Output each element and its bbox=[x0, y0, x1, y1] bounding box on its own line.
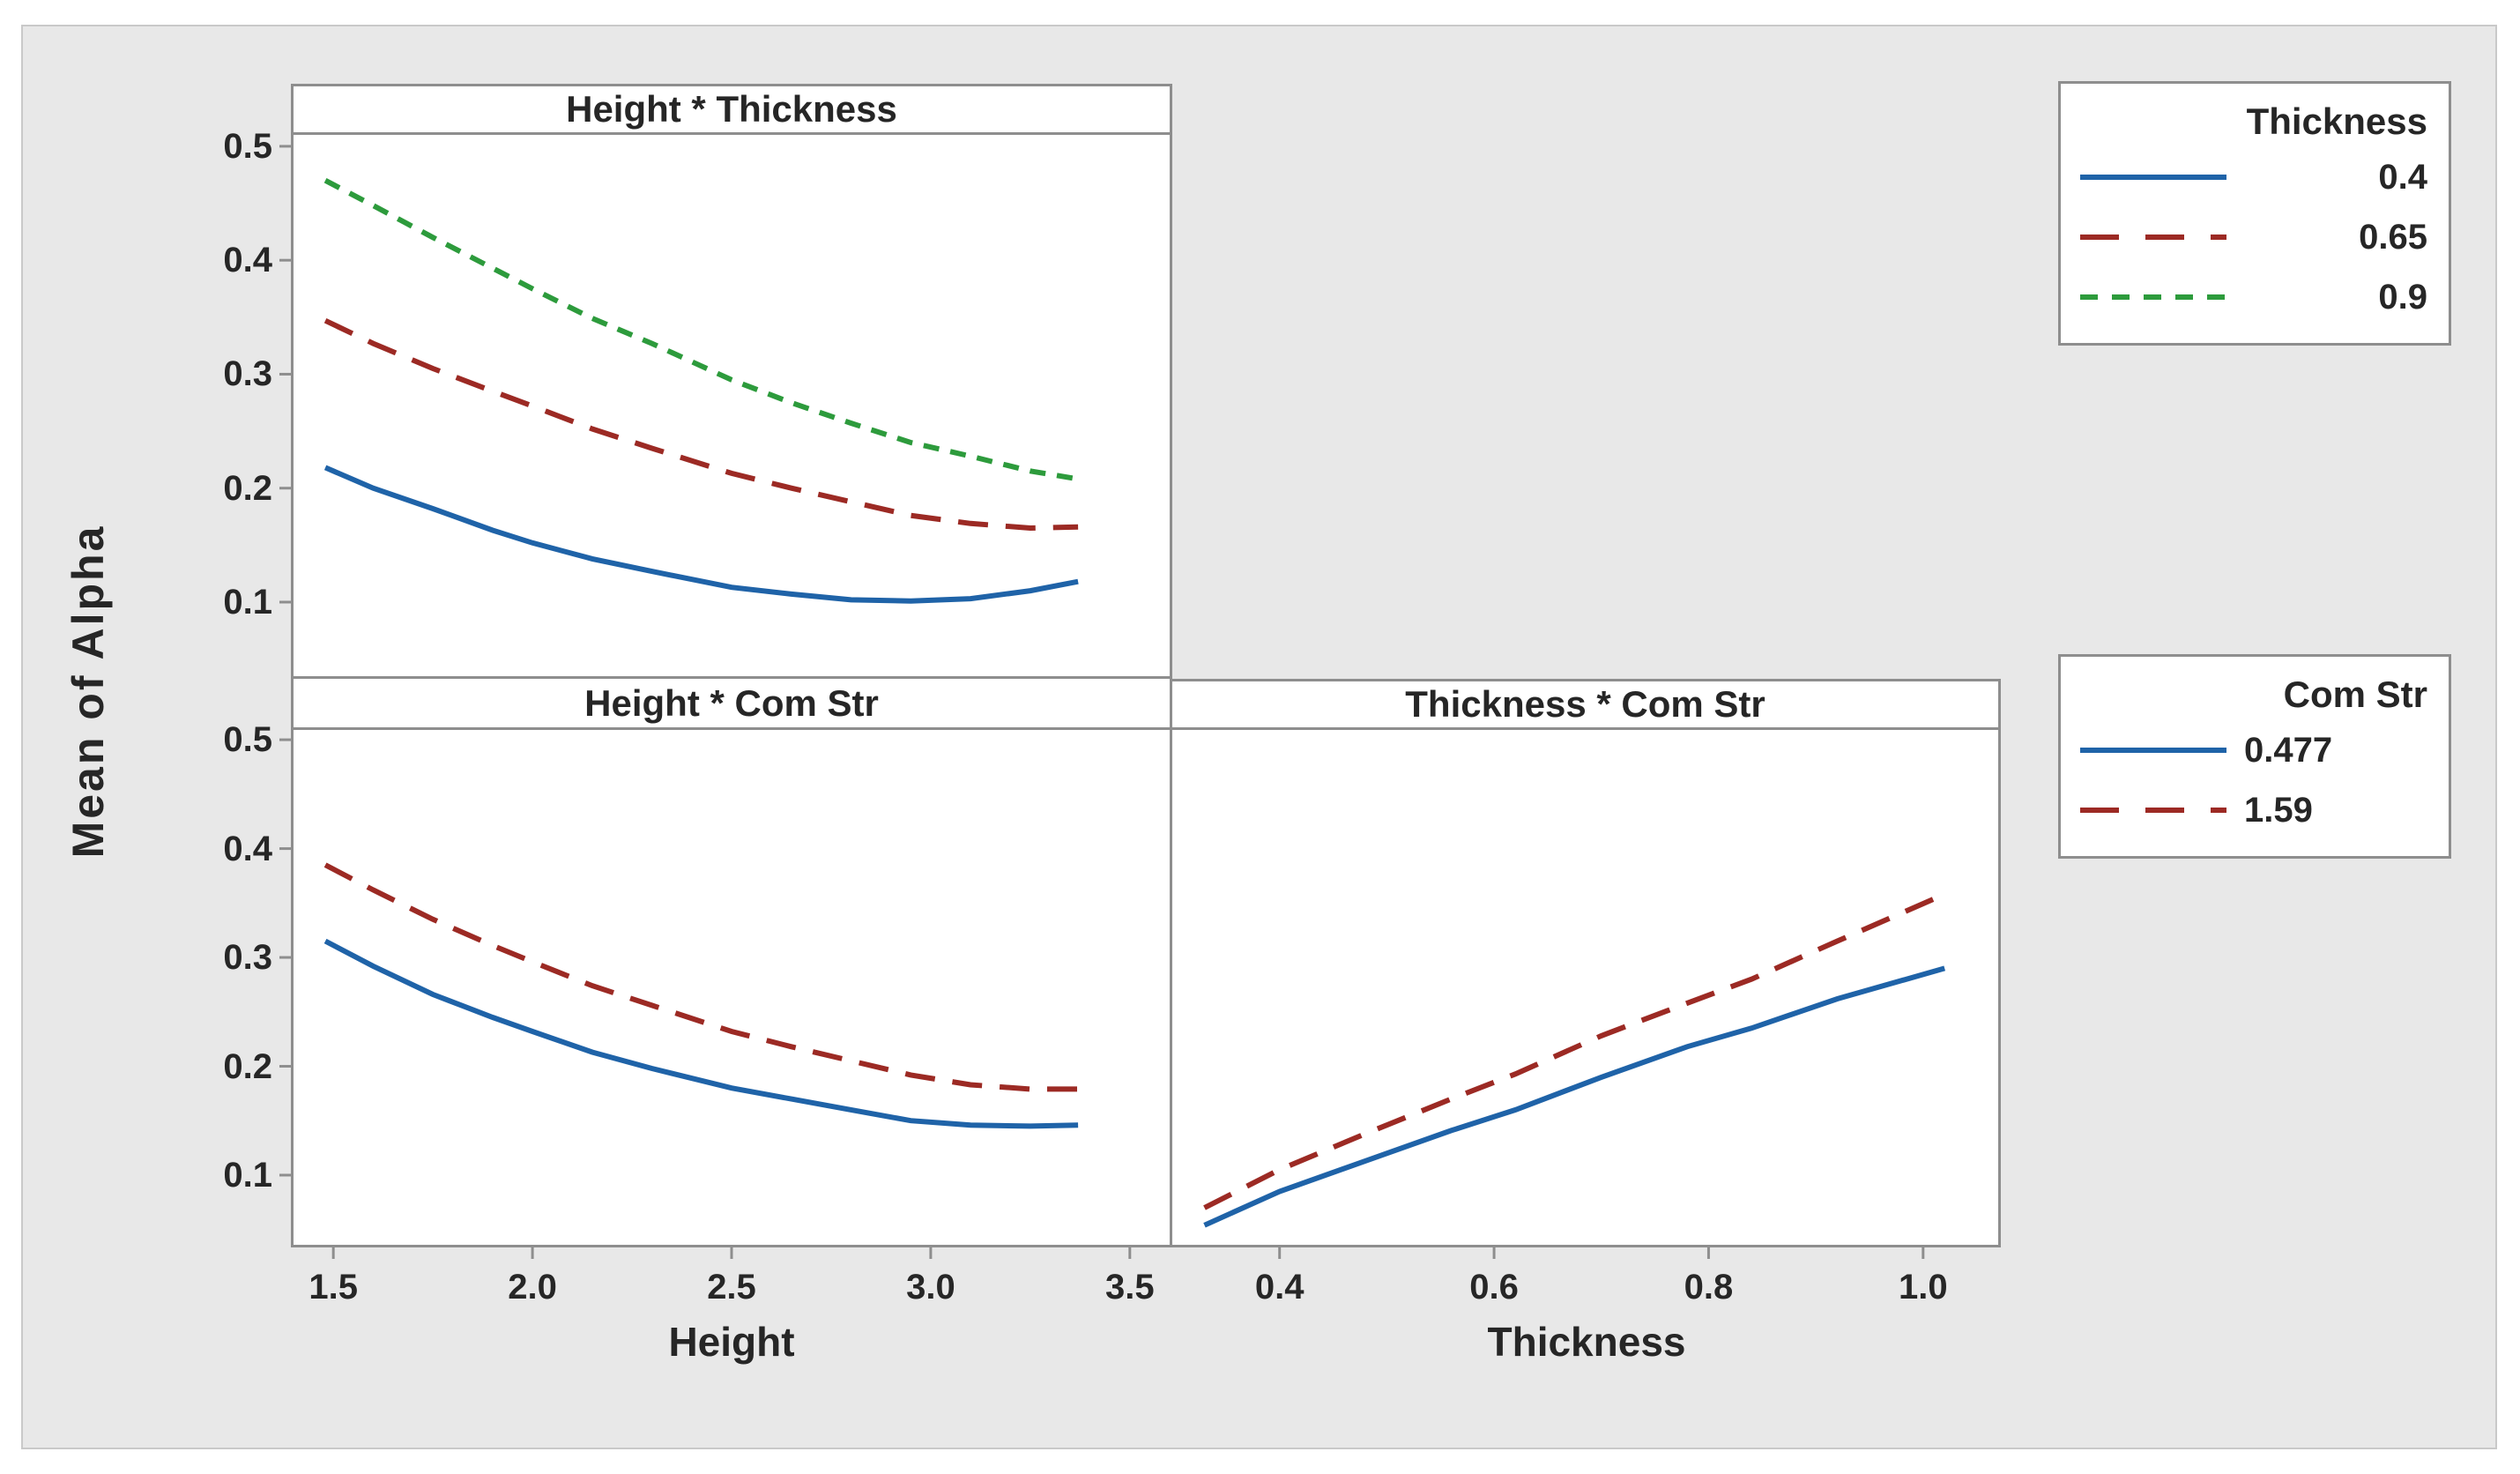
x-tick-label: 0.8 bbox=[1684, 1268, 1734, 1306]
y-axis-title: Mean of Alpha bbox=[63, 524, 113, 859]
plot-area: 1.5 2.0 2.5 3.0 3.5 0.1 0.2 0.3 0.4 0.5 bbox=[223, 722, 1172, 1305]
plot-area: 0.1 0.2 0.3 0.4 0.5 bbox=[223, 129, 1172, 679]
x-tick-label: 2.0 bbox=[508, 1268, 557, 1306]
line-swatch-solid-blue bbox=[2080, 748, 2226, 753]
legend-entry: 1.59 bbox=[2078, 780, 2427, 840]
legend-entry: 0.65 bbox=[2078, 207, 2427, 267]
plot-canvas bbox=[1203, 891, 1946, 1259]
panel-title: Height * Com Str bbox=[584, 681, 879, 724]
x-tick-label: 2.5 bbox=[707, 1268, 756, 1306]
series-line-0.9 bbox=[323, 178, 1079, 482]
y-tick-label: 0.2 bbox=[223, 468, 272, 508]
y-tick-label: 0.4 bbox=[223, 241, 272, 280]
legend-entry: 0.9 bbox=[2078, 267, 2427, 327]
legend-entry: 0.4 bbox=[2078, 147, 2427, 207]
legend-title: Com Str bbox=[2283, 674, 2427, 715]
legend-entry-label: 0.477 bbox=[2244, 730, 2333, 770]
legend-entry-label: 0.4 bbox=[2378, 157, 2427, 197]
series-line-1.59 bbox=[1203, 891, 1946, 1210]
panel-header: Height * Thickness bbox=[291, 84, 1172, 135]
legend-entry-label: 1.59 bbox=[2244, 790, 2313, 830]
plot-canvas bbox=[279, 145, 1079, 604]
line-swatch-solid-blue bbox=[2080, 175, 2226, 180]
y-tick-label: 0.1 bbox=[223, 1155, 272, 1195]
x-axis-title-height: Height bbox=[668, 1319, 795, 1365]
plot-area: 0.4 0.6 0.8 1.0 bbox=[1172, 730, 2001, 1305]
line-swatch-dotted-green bbox=[2080, 294, 2226, 300]
x-tick-label: 0.6 bbox=[1469, 1268, 1519, 1306]
panel-title: Thickness * Com Str bbox=[1405, 683, 1765, 725]
y-tick-label: 0.5 bbox=[223, 126, 272, 166]
legend-thickness: Thickness 0.4 0.65 0.9 bbox=[2058, 81, 2451, 346]
x-tick-label: 3.0 bbox=[906, 1268, 955, 1306]
line-swatch-dashed-red bbox=[2080, 808, 2226, 813]
y-tick-label: 0.1 bbox=[223, 582, 272, 622]
x-tick-label: 3.5 bbox=[1105, 1268, 1155, 1306]
legend-entry: 0.477 bbox=[2078, 720, 2427, 780]
panel-thickness-comstr: Thickness * Com Str 0.4 0.6 0.8 1.0 bbox=[1172, 679, 2001, 1305]
legend-entry-label: 0.65 bbox=[2359, 217, 2427, 257]
series-line-1.59 bbox=[323, 862, 1079, 1092]
y-tick-label: 0.3 bbox=[223, 354, 272, 394]
x-tick-label: 0.4 bbox=[1254, 1268, 1305, 1306]
panel-header: Height * Com Str bbox=[291, 679, 1172, 730]
series-line-0.65 bbox=[323, 317, 1079, 532]
legend-title: Thickness bbox=[2246, 100, 2427, 142]
line-swatch-dashed-red bbox=[2080, 234, 2226, 240]
panel-header: Thickness * Com Str bbox=[1172, 679, 2001, 730]
y-tick-label: 0.3 bbox=[223, 938, 272, 978]
series-line-0.4 bbox=[323, 465, 1079, 604]
panel-height-thickness: Height * Thickness 0.1 0.2 0.3 0.4 0.5 bbox=[223, 84, 1172, 679]
y-tick-label: 0.5 bbox=[223, 720, 272, 760]
x-tick-label: 1.0 bbox=[1899, 1268, 1948, 1306]
y-tick-label: 0.4 bbox=[223, 829, 272, 868]
legend-comstr: Com Str 0.477 1.59 bbox=[2058, 654, 2451, 859]
series-line-0.477 bbox=[1203, 965, 1946, 1228]
x-axis-title-thickness: Thickness bbox=[1487, 1319, 1686, 1365]
y-tick-label: 0.2 bbox=[223, 1046, 272, 1086]
panel-title: Height * Thickness bbox=[566, 88, 897, 130]
legend-entry-label: 0.9 bbox=[2378, 277, 2427, 316]
panel-height-comstr: Height * Com Str 1.5 2.0 2.5 3.0 3.5 0.1 0.2 0.… bbox=[223, 679, 1172, 1305]
series-line-0.477 bbox=[323, 938, 1079, 1129]
plot-canvas bbox=[279, 738, 1132, 1259]
x-tick-label: 1.5 bbox=[308, 1268, 358, 1306]
